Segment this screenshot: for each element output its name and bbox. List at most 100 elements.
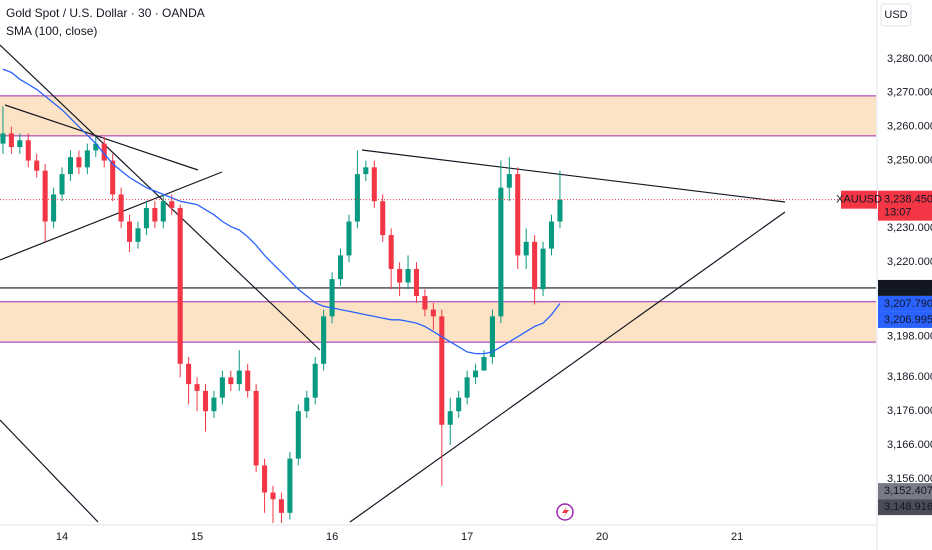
candle-body bbox=[532, 241, 538, 290]
candle-body bbox=[186, 363, 192, 385]
price-label: 3,238.450 bbox=[884, 194, 932, 206]
candle-body bbox=[346, 221, 352, 256]
candle-body bbox=[118, 194, 124, 222]
x-tick-label: 14 bbox=[56, 531, 68, 543]
candle-body bbox=[388, 235, 394, 269]
y-tick-label: 3,198.000 bbox=[887, 331, 932, 343]
candle-body bbox=[329, 279, 335, 317]
candle-body bbox=[169, 201, 175, 208]
candle-body bbox=[540, 248, 546, 290]
candle-body bbox=[110, 160, 116, 195]
x-tick-label: 16 bbox=[326, 531, 338, 543]
price-label-box bbox=[878, 483, 932, 500]
countdown: 13:07 bbox=[884, 207, 912, 219]
x-tick-label: 20 bbox=[596, 531, 608, 543]
candle-body bbox=[160, 201, 166, 222]
y-tick-label: 3,176.000 bbox=[887, 405, 932, 417]
chart-title: Gold Spot / U.S. Dollar · 30 · OANDA bbox=[6, 6, 205, 20]
lightning-icon[interactable] bbox=[556, 503, 574, 521]
candle-body bbox=[397, 268, 403, 283]
y-tick-label: 3,186.000 bbox=[887, 371, 932, 383]
candle-body bbox=[354, 174, 360, 222]
candle-body bbox=[380, 201, 386, 236]
candle-body bbox=[481, 357, 487, 371]
indicator-label: SMA (100, close) bbox=[6, 24, 97, 38]
candle-body bbox=[270, 492, 276, 500]
x-tick-label: 15 bbox=[191, 531, 203, 543]
currency[interactable]: USD bbox=[884, 9, 907, 21]
candle-body bbox=[489, 316, 495, 358]
candle-body bbox=[287, 458, 293, 513]
y-tick-label: 3,166.000 bbox=[887, 439, 932, 451]
candle-body bbox=[236, 370, 242, 385]
sma-line bbox=[2, 68, 561, 355]
candle-body bbox=[143, 207, 149, 229]
candle-body bbox=[439, 316, 445, 425]
candle-body bbox=[93, 143, 99, 151]
candle-body bbox=[211, 397, 217, 412]
candle-body bbox=[25, 140, 31, 161]
candle-body bbox=[515, 174, 521, 256]
y-tick-label: 3,260.000 bbox=[887, 121, 932, 133]
y-tick-label: 3,250.000 bbox=[887, 154, 932, 166]
symbol-box bbox=[841, 190, 877, 209]
candle-body bbox=[295, 411, 301, 459]
candle-body bbox=[422, 296, 428, 310]
candle-body bbox=[76, 157, 82, 168]
candle-body bbox=[312, 363, 318, 398]
price-label: 3,152.407 bbox=[884, 485, 932, 497]
candle-body bbox=[413, 268, 420, 297]
candle-body bbox=[498, 187, 504, 317]
candle-body bbox=[34, 160, 40, 171]
zone bbox=[0, 301, 876, 343]
candle-body bbox=[51, 194, 57, 222]
trend-line bbox=[0, 44, 321, 351]
candle-body bbox=[337, 255, 344, 280]
price-label-box bbox=[878, 295, 932, 312]
candle-body bbox=[253, 390, 259, 466]
candle-body bbox=[228, 377, 234, 385]
candle-body bbox=[67, 157, 73, 175]
price-label: 3,212.394 bbox=[884, 282, 932, 294]
candle-body bbox=[202, 390, 209, 412]
candle-body bbox=[473, 370, 479, 378]
candle-body bbox=[219, 377, 225, 398]
candle-body bbox=[405, 268, 411, 283]
candle-body bbox=[363, 167, 369, 175]
candle-body bbox=[194, 384, 200, 391]
x-tick-label: 21 bbox=[731, 531, 743, 543]
y-tick-label: 3,230.000 bbox=[887, 222, 932, 234]
x-tick-label: 17 bbox=[461, 531, 473, 543]
candle-body bbox=[177, 207, 183, 364]
candle-body bbox=[152, 207, 158, 222]
candle-body bbox=[447, 411, 453, 425]
trend-line bbox=[0, 419, 99, 523]
currency-button[interactable] bbox=[880, 3, 912, 27]
zone bbox=[0, 95, 876, 136]
candle-body bbox=[321, 316, 327, 364]
trend-line bbox=[4, 104, 199, 171]
candle-body bbox=[523, 241, 529, 256]
y-tick-label: 3,270.000 bbox=[887, 87, 932, 99]
price-label-box bbox=[878, 499, 932, 516]
candle-body bbox=[59, 174, 65, 195]
candle-body bbox=[506, 174, 512, 188]
trend-line bbox=[361, 149, 786, 203]
candle-body bbox=[430, 309, 436, 317]
candle-body bbox=[262, 465, 268, 493]
candle-body bbox=[304, 397, 310, 412]
y-tick-label: 3,156.000 bbox=[887, 473, 932, 485]
y-tick-label: 3,220.000 bbox=[887, 256, 932, 268]
candle-body bbox=[42, 170, 48, 222]
candle-body bbox=[127, 221, 133, 242]
symbol-label: XAUUSD bbox=[836, 194, 882, 206]
candle-body bbox=[557, 199, 563, 222]
candle-body bbox=[371, 167, 377, 202]
trend-line bbox=[349, 211, 786, 523]
price-label: 3,207.790 bbox=[884, 298, 932, 310]
candle-body bbox=[84, 150, 90, 168]
price-label-box bbox=[878, 311, 932, 328]
candle-body bbox=[101, 143, 107, 161]
candle-body bbox=[17, 140, 23, 148]
